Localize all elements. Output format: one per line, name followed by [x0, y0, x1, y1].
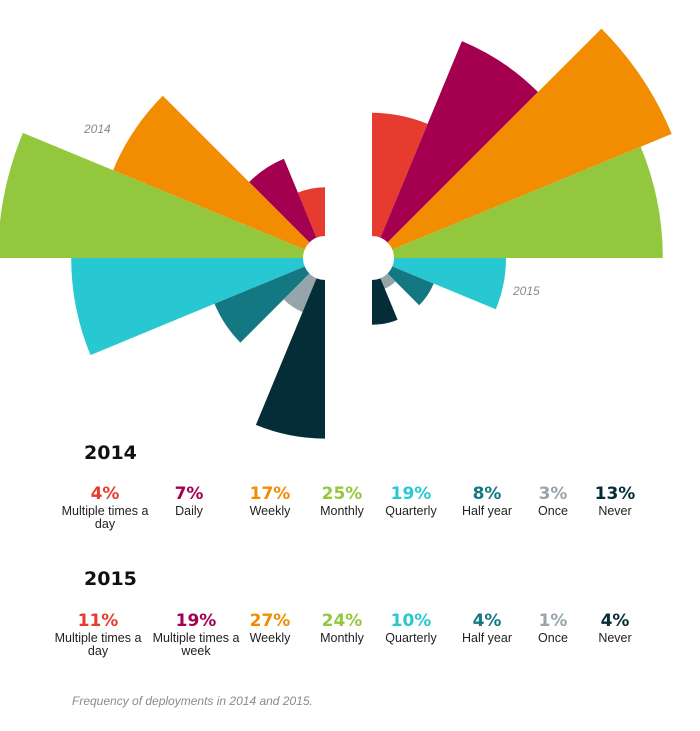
- year-tag-2014: 2014: [83, 122, 111, 136]
- legend-label: Once: [538, 504, 568, 518]
- legend-pct: 25%: [321, 484, 363, 504]
- legend-pct: 19%: [175, 611, 217, 631]
- wedge-2014-half-year: [214, 263, 316, 343]
- legend-pct: 11%: [77, 611, 119, 631]
- legend-item-weekly: 17% Weekly: [225, 484, 315, 518]
- wedge-2014-never: [255, 270, 325, 439]
- wedge-2015-never: [372, 270, 398, 325]
- wedge-2015-monthly: [384, 146, 663, 258]
- legend-label: Quarterly: [385, 504, 437, 518]
- legend-pct: 4%: [90, 484, 120, 504]
- legend-label: Monthly: [320, 504, 364, 518]
- legend-label: Weekly: [249, 631, 291, 645]
- legend-pct: 8%: [472, 484, 502, 504]
- legend-item-multiple-times-a-week: 19% Multiple times a week: [151, 611, 241, 658]
- legend-item-once: 3% Once: [508, 484, 598, 518]
- year-tag-2015: 2015: [512, 284, 540, 298]
- legend-pct: 13%: [594, 484, 636, 504]
- wedge-2014-monthly: [0, 132, 313, 258]
- legend-pct: 4%: [600, 611, 630, 631]
- legend-item-half-year: 8% Half year: [442, 484, 532, 518]
- wedge-2014-once: [283, 267, 320, 313]
- legend-label: Monthly: [320, 631, 364, 645]
- legend-item-once: 1% Once: [508, 611, 598, 645]
- wedge-2014-weekly: [113, 95, 316, 253]
- legend-pct: 19%: [390, 484, 432, 504]
- legend-item-never: 4% Never: [570, 611, 660, 645]
- legend-pct: 17%: [249, 484, 291, 504]
- legend-item-monthly: 25% Monthly: [297, 484, 387, 518]
- wedge-2014-quarterly: [71, 258, 313, 356]
- legend-label: Multiple times a day: [54, 631, 142, 658]
- legend-label: Never: [598, 631, 632, 645]
- wedge-2014-daily-or-weekly-multi: [249, 158, 320, 249]
- wedges-2015: [372, 28, 672, 325]
- legend-pct: 1%: [538, 611, 568, 631]
- legend-item-multiple-times-a-day: 4% Multiple times a day: [60, 484, 150, 531]
- legend-label: Never: [598, 504, 632, 518]
- legend-item-quarterly: 10% Quarterly: [366, 611, 456, 645]
- legend-item-monthly: 24% Monthly: [297, 611, 387, 645]
- legend-item-half-year: 4% Half year: [442, 611, 532, 645]
- legend-label: Weekly: [249, 504, 291, 518]
- caption: Frequency of deployments in 2014 and 201…: [72, 694, 313, 708]
- legend-label: Quarterly: [385, 631, 437, 645]
- wedge-2014-multiple-times-a-day: [297, 187, 325, 246]
- wedge-2015-daily-or-weekly-multi: [377, 41, 538, 249]
- wedge-2015-quarterly: [384, 258, 506, 310]
- legend-pct: 4%: [472, 611, 502, 631]
- legend-item-daily: 7% Daily: [144, 484, 234, 518]
- legend-label: Daily: [175, 504, 203, 518]
- legend-pct: 27%: [249, 611, 291, 631]
- hub-2015: [350, 236, 394, 280]
- legend-label: Half year: [461, 504, 513, 518]
- hub-2014: [303, 236, 347, 280]
- legend-label: Multiple times a day: [61, 504, 149, 531]
- wedge-2015-half-year: [381, 263, 434, 306]
- legend-item-quarterly: 19% Quarterly: [366, 484, 456, 518]
- legend-item-weekly: 27% Weekly: [225, 611, 315, 645]
- legend-item-multiple-times-a-day: 11% Multiple times a day: [53, 611, 143, 658]
- legend-pct: 3%: [538, 484, 568, 504]
- legend-label: Once: [538, 631, 568, 645]
- polar-bar-chart: 2014 2015: [0, 28, 672, 439]
- wedge-2015-weekly: [381, 28, 672, 253]
- legend-title-2014: 2014: [84, 442, 137, 464]
- legend-title-2015: 2015: [84, 568, 137, 590]
- legend-pct: 7%: [174, 484, 204, 504]
- legend-item-never: 13% Never: [570, 484, 660, 518]
- legend-pct: 24%: [321, 611, 363, 631]
- legend-label: Multiple times a week: [152, 631, 240, 658]
- legend-pct: 10%: [390, 611, 432, 631]
- wedge-2015-multiple-times-a-day: [372, 112, 428, 246]
- wedges-2014: [0, 95, 325, 439]
- legend-label: Half year: [461, 631, 513, 645]
